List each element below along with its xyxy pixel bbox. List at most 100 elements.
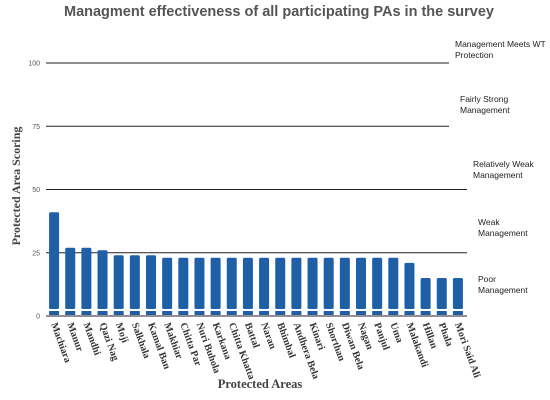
bar-body	[81, 247, 92, 309]
y-tick-label: 100	[28, 61, 40, 68]
bars	[49, 212, 463, 315]
bar-body	[404, 262, 415, 309]
threshold-label: Management	[478, 285, 528, 295]
bar-body	[436, 278, 447, 309]
y-tick-label: 0	[36, 314, 40, 321]
bar-base	[178, 311, 189, 315]
bar	[194, 257, 205, 315]
bar-base	[307, 311, 318, 315]
bar-body	[275, 257, 286, 309]
bar	[275, 257, 286, 315]
bar	[452, 278, 463, 315]
bar-body	[194, 257, 205, 309]
bar-base	[242, 311, 253, 315]
bar	[146, 255, 156, 315]
bar-body	[210, 257, 221, 309]
bar-base	[97, 311, 108, 315]
y-tick-label: 75	[32, 124, 40, 131]
bar	[162, 257, 173, 315]
bar-body	[388, 257, 399, 309]
y-axis-label: Protected Area Scoring	[9, 127, 23, 246]
bar-base	[194, 311, 205, 315]
bar-base	[65, 311, 76, 315]
bar-base	[356, 311, 366, 315]
bar-body	[146, 255, 156, 309]
y-tick-label: 50	[32, 187, 40, 194]
bar-body	[226, 257, 237, 309]
bar	[291, 257, 302, 315]
bar	[372, 257, 383, 315]
bar	[49, 212, 60, 315]
bar-body	[339, 257, 350, 309]
bar-base	[372, 311, 383, 315]
bar-body	[113, 255, 124, 309]
bar-body	[307, 257, 318, 309]
bar-body	[356, 257, 366, 309]
bar	[210, 257, 221, 315]
threshold-label: Poor	[478, 274, 496, 284]
threshold-label: Protection	[455, 50, 494, 60]
bar-base	[339, 311, 350, 315]
threshold-label: Management	[460, 105, 510, 115]
x-axis-label: Protected Areas	[218, 377, 303, 391]
bar-body	[129, 255, 140, 309]
bar	[436, 278, 447, 315]
bar-body	[242, 257, 253, 309]
bar	[259, 257, 270, 315]
bar-body	[323, 257, 334, 309]
bar-base	[81, 311, 92, 315]
bar	[307, 257, 318, 315]
bar	[420, 278, 431, 315]
bar	[404, 262, 415, 315]
bar	[323, 257, 334, 315]
bar	[97, 250, 108, 315]
x-tick-label: Mori Said Ali	[452, 321, 482, 379]
bar	[81, 247, 92, 315]
bar-base	[291, 311, 302, 315]
reference-lines	[46, 62, 467, 317]
threshold-label: Management Meets WT	[455, 39, 546, 49]
bar	[129, 255, 140, 315]
bar-body	[162, 257, 173, 309]
bar	[388, 257, 399, 315]
bar-body	[452, 278, 463, 309]
bar-base	[113, 311, 124, 315]
bar-base	[404, 311, 415, 315]
bar-body	[178, 257, 189, 309]
y-tick-label: 25	[32, 250, 40, 257]
bar-body	[97, 250, 108, 309]
x-tick-label: Moji	[113, 321, 130, 344]
bar-base	[129, 311, 140, 315]
threshold-label: Weak	[478, 217, 500, 227]
bar-base	[162, 311, 173, 315]
bar	[178, 257, 189, 315]
bar	[226, 257, 237, 315]
threshold-label: Management	[473, 170, 523, 180]
threshold-label: Management	[478, 228, 528, 238]
bar-base	[420, 311, 431, 315]
bar	[113, 255, 124, 315]
bar	[339, 257, 350, 315]
bar-base	[452, 311, 463, 315]
bar-body	[65, 247, 76, 309]
bar-base	[226, 311, 237, 315]
bar-body	[372, 257, 383, 309]
bar-base	[323, 311, 334, 315]
chart-title: Managment effectiveness of all participa…	[64, 4, 494, 20]
bar-base	[275, 311, 286, 315]
bar-body	[291, 257, 302, 309]
bar-base	[436, 311, 447, 315]
bar	[242, 257, 253, 315]
x-tick-label: Uma	[387, 321, 404, 344]
bar	[356, 257, 366, 315]
bar-base	[146, 311, 156, 315]
threshold-label: Relatively Weak	[473, 159, 535, 169]
bar-base	[210, 311, 221, 315]
bar-body	[49, 212, 60, 309]
bar-body	[259, 257, 270, 309]
threshold-label: Fairly Strong	[460, 94, 508, 104]
y-tick-labels: 0 25 50 75 100	[28, 61, 40, 321]
